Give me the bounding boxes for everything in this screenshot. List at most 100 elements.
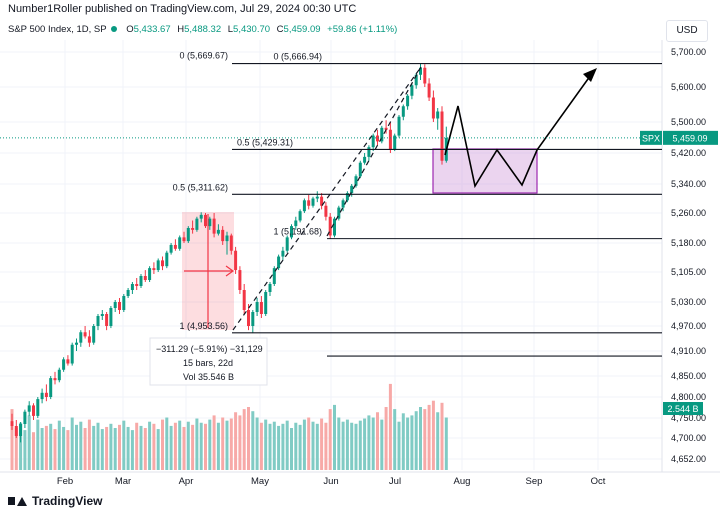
- volume-bar: [315, 423, 319, 470]
- candle-body: [440, 111, 444, 161]
- volume-bar: [14, 428, 18, 470]
- candle-body: [393, 135, 397, 150]
- candle-body: [118, 302, 121, 310]
- price-tick-label: 5,500.00: [671, 117, 706, 127]
- volume-bar: [406, 417, 410, 470]
- volume-bar: [143, 428, 147, 470]
- candle-body: [156, 260, 160, 271]
- candle-body: [143, 276, 147, 280]
- candle-body: [367, 147, 371, 157]
- volume-bar: [44, 425, 48, 470]
- volume-bar: [92, 425, 96, 470]
- candle-body: [53, 378, 57, 381]
- candle-body: [161, 260, 164, 267]
- candle-body: [44, 392, 48, 397]
- volume-bar: [139, 425, 143, 470]
- candle-body: [298, 211, 302, 221]
- candle-body: [345, 193, 349, 201]
- candle-body: [83, 332, 87, 337]
- time-tick-label: Sep: [526, 476, 543, 487]
- tradingview-logo-icon: [8, 495, 27, 507]
- volume-bar: [311, 421, 315, 470]
- candle-body: [216, 229, 220, 234]
- volume-bar: [440, 402, 444, 470]
- ohlc-legend: S&P 500 Index, 1D, SP O5,433.67 H5,488.3…: [8, 24, 397, 35]
- last-price-label: 5,459.09: [672, 133, 707, 143]
- price-tick-label: 5,600.00: [671, 82, 706, 92]
- candle-body: [268, 284, 272, 292]
- candle-body: [32, 405, 35, 416]
- candle-body: [225, 235, 229, 242]
- volume-bar: [350, 422, 354, 470]
- volume-bar: [255, 417, 259, 470]
- currency-button[interactable]: USD: [666, 20, 708, 42]
- overlay-front-layer: [0, 63, 662, 357]
- candle-body: [264, 292, 268, 314]
- projection-path: [444, 71, 594, 189]
- volume-bar: [148, 421, 152, 470]
- candle-body: [199, 214, 203, 219]
- open-value: 5,433.67: [133, 24, 171, 35]
- candle-body: [96, 316, 100, 326]
- volume-bar: [363, 418, 367, 470]
- volume-bar: [165, 417, 169, 470]
- volume-bar: [195, 418, 199, 470]
- open-label: O: [126, 24, 134, 35]
- candle-body: [79, 332, 83, 343]
- volume-bar: [324, 422, 328, 470]
- candle-body: [302, 200, 306, 212]
- symbol-tag-bg: [640, 130, 662, 145]
- candle-body: [23, 411, 27, 424]
- price-tick-label: 5,260.00: [671, 208, 706, 218]
- price-tick-label: 4,750.00: [671, 413, 706, 423]
- volume-bar: [173, 422, 177, 470]
- volume-bar: [113, 428, 117, 470]
- volume-bar: [320, 418, 324, 470]
- volume-bar: [83, 428, 87, 470]
- volume-bar: [380, 419, 384, 470]
- price-tick-label: 5,105.00: [671, 267, 706, 277]
- candle-body: [169, 244, 173, 253]
- brand-footer[interactable]: TradingView: [8, 494, 102, 508]
- fib-level-label: 0 (5,669.67): [179, 51, 228, 61]
- volume-bar: [234, 412, 238, 470]
- volume-bar: [341, 421, 345, 470]
- volume-bar: [178, 420, 182, 470]
- candle-body: [376, 135, 379, 142]
- candle-body: [66, 359, 70, 364]
- volume-bar: [169, 425, 173, 470]
- candle-body: [247, 310, 250, 326]
- volume-bar: [152, 423, 156, 470]
- candle-body: [204, 214, 207, 227]
- candle-body: [182, 237, 186, 242]
- volume-bar: [186, 421, 190, 470]
- volume-tag-label: 2.544 B: [667, 404, 698, 414]
- candle-body: [178, 237, 182, 249]
- time-tick-label: Oct: [591, 476, 606, 487]
- volume-bar: [294, 422, 298, 470]
- candle-body: [285, 237, 289, 251]
- volume-tag-bg: [663, 402, 703, 415]
- volume-bar: [436, 412, 440, 470]
- volume-bar: [126, 426, 130, 470]
- candle-body: [388, 129, 392, 150]
- volume-bar: [105, 426, 109, 470]
- fib-level-label: 1 (4,953.56): [179, 321, 228, 331]
- candle-body: [221, 229, 225, 242]
- volume-bar: [36, 419, 40, 470]
- candle-body: [307, 200, 311, 206]
- candle-body: [315, 196, 319, 199]
- volume-bar: [225, 420, 229, 470]
- price-tick-label: 4,700.00: [671, 433, 706, 443]
- candle-body: [100, 314, 104, 316]
- volume-bar: [49, 423, 53, 470]
- candle-body: [75, 342, 78, 345]
- volume-bar: [307, 417, 311, 470]
- volume-bar: [96, 422, 100, 470]
- symbol-name[interactable]: S&P 500 Index, 1D, SP: [8, 24, 107, 35]
- volume-bar: [427, 404, 431, 470]
- volume-bar: [345, 419, 349, 470]
- candle-body: [337, 207, 341, 219]
- low-label: L: [227, 24, 234, 35]
- measure-change-label: −311.29 (−5.91%) −31,129: [156, 344, 263, 354]
